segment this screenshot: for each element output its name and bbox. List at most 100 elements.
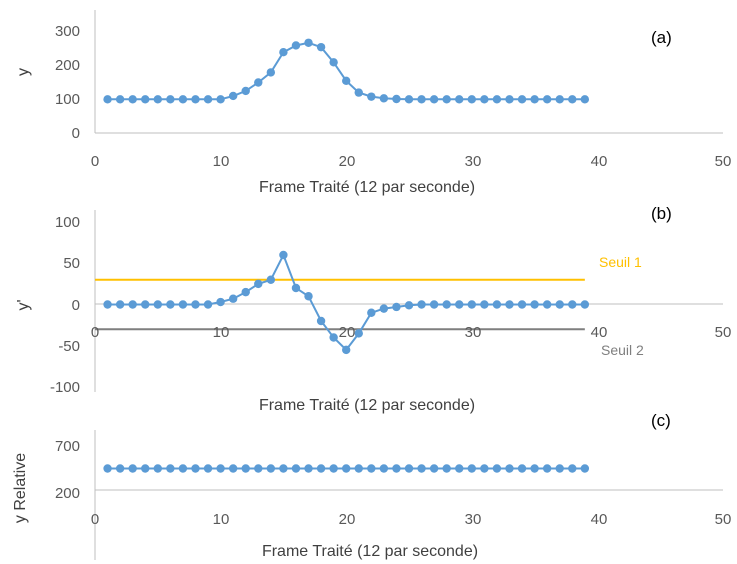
panel-b-xtick: 50 [715, 324, 732, 341]
data-point [467, 300, 476, 309]
data-point [542, 95, 552, 104]
data-point [304, 38, 313, 47]
data-point [342, 76, 351, 86]
panel-c-ytick: 200 [55, 485, 80, 502]
data-point [429, 300, 439, 309]
panel-a-xtick: 40 [591, 153, 608, 170]
data-point [316, 464, 326, 473]
data-point [266, 464, 276, 473]
data-point [555, 95, 564, 104]
panel-a-marks [103, 38, 590, 104]
panel-a-ytick: 0 [72, 125, 80, 142]
data-point [417, 300, 426, 309]
data-point [241, 464, 250, 473]
data-point [291, 283, 301, 293]
data-point [266, 275, 276, 284]
data-point [379, 304, 389, 313]
data-point [467, 464, 476, 473]
panel-a: 0 100 200 300 0 10 20 30 40 50 Frame Tra… [15, 10, 731, 196]
panel-c-xtick: 40 [591, 511, 608, 528]
panel-a-xtick: 0 [91, 153, 99, 170]
data-point [379, 94, 389, 103]
panel-c-xtick: 50 [715, 511, 732, 528]
data-point [254, 279, 263, 289]
data-point [542, 464, 552, 473]
data-point [203, 300, 213, 309]
data-point [367, 308, 376, 317]
data-point [279, 48, 288, 57]
data-point [429, 95, 439, 104]
data-point [329, 333, 338, 342]
data-point [316, 316, 326, 326]
data-point [316, 42, 326, 52]
data-point [530, 95, 539, 104]
data-point [304, 292, 313, 301]
panel-b: -100 -50 0 50 100 0 10 20 30 40 50 Seuil… [15, 204, 731, 414]
data-point [203, 95, 213, 104]
data-point [480, 95, 489, 104]
data-point [329, 58, 338, 67]
panel-a-xlabel: Frame Traité (12 par seconde) [259, 179, 475, 196]
data-point [568, 464, 577, 473]
panel-a-xtick: 50 [715, 153, 732, 170]
panel-b-ytick: 0 [72, 297, 80, 314]
data-point [530, 464, 539, 473]
data-point [191, 300, 200, 309]
data-point [203, 464, 213, 473]
panel-b-ytick: -100 [50, 379, 80, 396]
panel-c-label: (c) [651, 411, 671, 430]
panel-b-xlabel: Frame Traité (12 par seconde) [259, 397, 475, 414]
panel-a-xtick: 30 [465, 153, 482, 170]
data-point [530, 300, 539, 309]
data-point [392, 302, 401, 312]
seuil-2-label: Seuil 2 [601, 342, 644, 358]
data-point [128, 300, 137, 309]
data-point [505, 300, 514, 309]
data-point [153, 300, 162, 309]
panel-a-ytick: 300 [55, 23, 80, 40]
panel-a-ytick: 100 [55, 91, 80, 108]
data-point [404, 301, 414, 310]
data-point [115, 464, 125, 473]
data-point [517, 95, 527, 104]
data-point [367, 92, 376, 101]
data-point [241, 287, 250, 297]
seuil-1-label: Seuil 1 [599, 254, 642, 270]
panel-c-ylabel: y Relative [12, 453, 29, 523]
data-point [191, 464, 200, 473]
data-point [404, 464, 414, 473]
data-point [115, 95, 125, 104]
data-point [254, 464, 263, 473]
data-point [568, 300, 577, 309]
data-point [455, 300, 464, 309]
data-point [442, 464, 451, 473]
panel-b-xtick: 30 [465, 324, 482, 341]
data-point [228, 464, 238, 473]
data-point [141, 464, 150, 473]
data-point [417, 464, 426, 473]
data-point [517, 300, 527, 309]
data-point [115, 300, 125, 309]
data-point [480, 464, 489, 473]
data-point [103, 300, 112, 309]
data-point [153, 95, 162, 104]
panel-c-marks [103, 464, 590, 473]
panel-c-xtick: 10 [213, 511, 230, 528]
panel-c-xlabel: Frame Traité (12 par seconde) [262, 543, 478, 560]
data-point [279, 250, 288, 260]
data-point [417, 95, 426, 104]
data-point [555, 300, 564, 309]
panel-a-xtick: 20 [339, 153, 356, 170]
data-point [392, 464, 401, 473]
series-line [107, 41, 585, 101]
data-point [216, 464, 225, 473]
panel-b-marks [103, 250, 590, 355]
data-point [455, 95, 464, 104]
panel-b-ytick: -50 [58, 338, 80, 355]
panel-c-xtick: 20 [339, 511, 356, 528]
data-point [241, 86, 250, 96]
data-point [367, 464, 376, 473]
data-point [103, 95, 112, 104]
data-point [141, 300, 150, 309]
